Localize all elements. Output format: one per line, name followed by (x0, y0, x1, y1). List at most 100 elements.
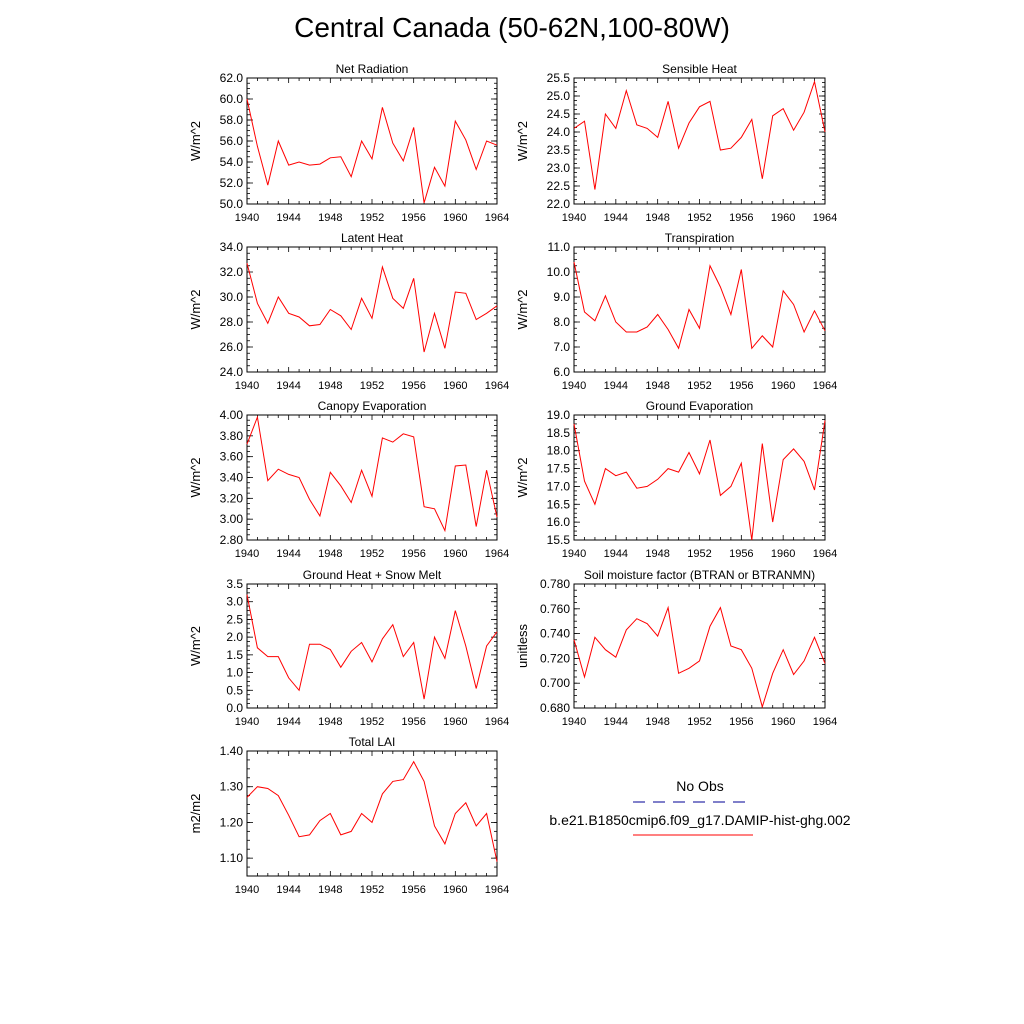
x-tick-label: 1960 (443, 212, 467, 224)
x-tick-label: 1964 (813, 212, 837, 224)
y-axis-label: m2/m2 (188, 794, 203, 834)
y-tick-label: 3.5 (226, 577, 243, 591)
plot-frame (246, 414, 498, 541)
x-tick-label: 1944 (276, 548, 300, 560)
y-tick-label: 3.0 (226, 595, 243, 609)
y-tick-label: 52.0 (220, 176, 244, 190)
y-tick-label: 6.0 (553, 365, 570, 379)
x-tick-label: 1960 (771, 380, 795, 392)
x-tick-label: 1952 (360, 212, 384, 224)
x-tick-label: 1964 (485, 716, 509, 728)
y-tick-label: 0.760 (540, 602, 570, 616)
x-tick-label: 1956 (401, 884, 425, 896)
x-tick-label: 1944 (276, 716, 300, 728)
y-tick-label: 58.0 (220, 113, 244, 127)
y-tick-label: 2.80 (220, 533, 244, 547)
y-tick-label: 60.0 (220, 92, 244, 106)
chart-panel-6: Ground Evaporation W/m^2 1940 1944 1948 1952 1… (515, 399, 837, 560)
y-tick-label: 62.0 (220, 71, 244, 85)
y-tick-label: 23.0 (547, 161, 571, 175)
plot-frame (246, 750, 498, 877)
x-tick-label: 1952 (360, 548, 384, 560)
chart-panel-8: Soil moisture factor (BTRAN or BTRANMN) u… (515, 568, 837, 728)
legend-obs-label: No Obs (676, 778, 724, 794)
y-tick-label: 1.10 (220, 851, 244, 865)
y-tick-label: 16.0 (547, 515, 571, 529)
series-line (246, 760, 498, 862)
y-tick-label: 22.5 (547, 179, 571, 193)
x-tick-label: 1944 (604, 380, 628, 392)
y-tick-label: 30.0 (220, 290, 244, 304)
y-tick-label: 17.5 (547, 462, 571, 476)
plot-frame (246, 77, 498, 205)
plot-frame (573, 246, 826, 373)
y-tick-label: 0.780 (540, 577, 570, 591)
y-axis-label: W/m^2 (188, 121, 203, 161)
y-tick-label: 15.5 (547, 533, 571, 547)
plot-frame (246, 246, 498, 373)
panel-title: Soil moisture factor (BTRAN or BTRANMN) (584, 568, 815, 582)
y-tick-label: 9.0 (553, 290, 570, 304)
x-tick-label: 1952 (687, 548, 711, 560)
x-tick-label: 1956 (401, 548, 425, 560)
x-tick-label: 1948 (318, 212, 342, 224)
plot-frame (573, 583, 826, 709)
x-tick-label: 1956 (401, 212, 425, 224)
y-axis-label: W/m^2 (515, 457, 530, 497)
x-tick-label: 1960 (443, 716, 467, 728)
x-tick-label: 1948 (318, 716, 342, 728)
figure-title: Central Canada (50-62N,100-80W) (294, 12, 730, 43)
legend-model-line (633, 834, 753, 836)
x-tick-label: 1960 (443, 548, 467, 560)
x-tick-label: 1956 (729, 716, 753, 728)
y-tick-label: 16.5 (547, 497, 571, 511)
y-tick-label: 3.20 (220, 491, 244, 505)
y-tick-label: 3.60 (220, 450, 244, 464)
y-axis-label: W/m^2 (188, 457, 203, 497)
panel-title: Total LAI (349, 735, 396, 749)
chart-panel-3: Latent Heat W/m^2 1940 1944 1948 1952 1956 1960… (188, 231, 509, 392)
y-tick-label: 18.0 (547, 444, 571, 458)
chart-panel-9: Total LAI m2/m2 1940 1944 1948 1952 1956 1960 19… (188, 735, 509, 896)
y-axis-label: W/m^2 (515, 121, 530, 161)
x-tick-label: 1956 (729, 380, 753, 392)
y-tick-label: 26.0 (220, 340, 244, 354)
x-tick-label: 1940 (562, 716, 586, 728)
y-tick-label: 23.5 (547, 143, 571, 157)
x-tick-label: 1952 (360, 716, 384, 728)
x-tick-label: 1948 (645, 548, 669, 560)
y-tick-label: 2.0 (226, 630, 243, 644)
legend-model-label: b.e21.B1850cmip6.f09_g17.DAMIP-hist-ghg.… (549, 812, 851, 828)
series-line (573, 261, 826, 350)
series-line (246, 263, 498, 353)
x-tick-label: 1948 (318, 884, 342, 896)
panel-title: Net Radiation (336, 62, 409, 76)
y-tick-label: 0.740 (540, 627, 570, 641)
x-tick-label: 1960 (771, 548, 795, 560)
x-tick-label: 1952 (687, 380, 711, 392)
x-tick-label: 1944 (604, 548, 628, 560)
x-tick-label: 1964 (485, 884, 509, 896)
panel-title: Ground Heat + Snow Melt (303, 568, 442, 582)
y-tick-label: 0.5 (226, 683, 243, 697)
y-tick-label: 28.0 (220, 315, 244, 329)
x-tick-label: 1940 (562, 380, 586, 392)
series-line (246, 98, 498, 204)
panel-title: Ground Evaporation (646, 399, 753, 413)
x-tick-label: 1964 (813, 716, 837, 728)
x-tick-label: 1940 (235, 380, 259, 392)
x-tick-label: 1944 (276, 884, 300, 896)
x-tick-label: 1948 (645, 716, 669, 728)
x-tick-label: 1952 (687, 716, 711, 728)
x-tick-label: 1944 (604, 212, 628, 224)
panel-title: Sensible Heat (662, 62, 737, 76)
y-tick-label: 24.0 (220, 365, 244, 379)
chart-panel-2: Sensible Heat W/m^2 1940 1944 1948 1952 1956 19… (515, 62, 837, 224)
y-tick-label: 17.0 (547, 479, 571, 493)
x-tick-label: 1952 (687, 212, 711, 224)
y-axis-label: W/m^2 (188, 289, 203, 329)
y-tick-label: 1.40 (220, 744, 244, 758)
panel-title: Transpiration (665, 231, 735, 245)
x-tick-label: 1944 (604, 716, 628, 728)
